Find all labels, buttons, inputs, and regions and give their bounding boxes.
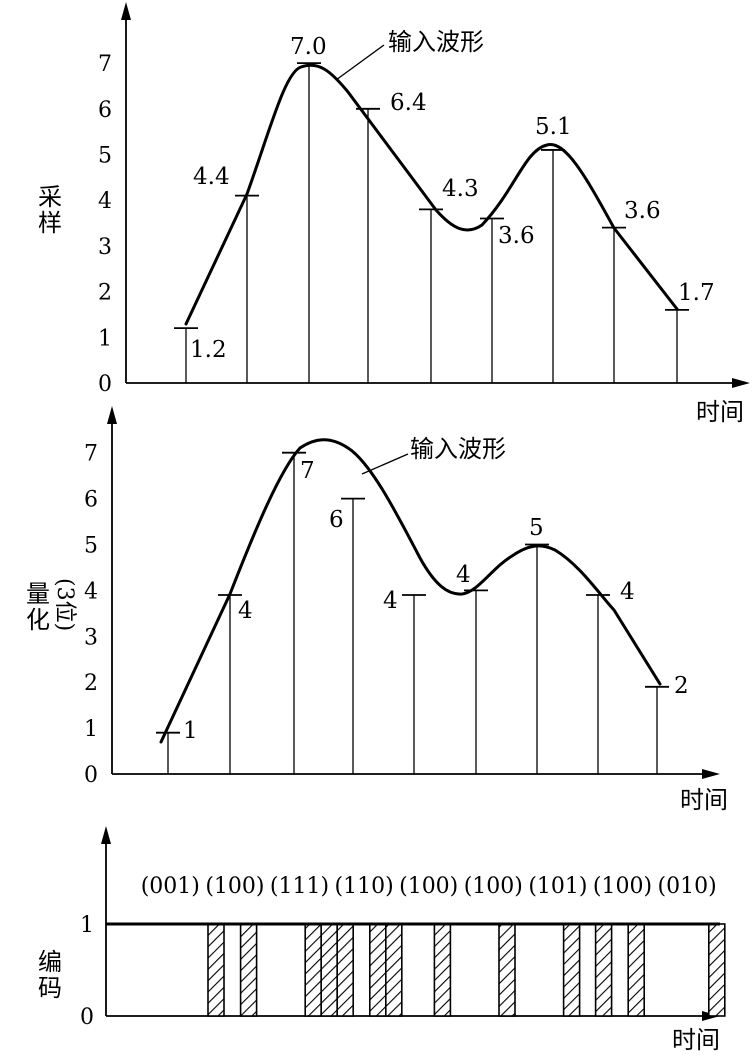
sampling-x-arrow: [732, 378, 750, 388]
sample-value-label: 4.3: [442, 176, 479, 202]
sampling-y-tick-label: 0: [98, 372, 112, 397]
encoding-bit-pulse: [433, 923, 452, 1017]
code-label: (100): [399, 874, 458, 899]
quantization-waveform-annotation: 输入波形: [410, 435, 506, 463]
quantization-x-arrow: [702, 769, 720, 779]
quantization-y-tick-label: 0: [84, 763, 98, 788]
code-label: (100): [205, 874, 264, 899]
quantized-value-label: 4: [238, 598, 253, 624]
code-label: (010): [658, 874, 717, 899]
code-label: (111): [270, 874, 329, 899]
quantization-x-axis-label: 时间: [680, 786, 728, 814]
encoding-y-axis-label: 编码: [38, 948, 62, 1002]
quantization-y-tick-label: 4: [84, 579, 98, 604]
sample-value-label: 1.7: [678, 280, 715, 306]
encoding-bit-pulse: [368, 923, 387, 1017]
sampling-y-tick-label: 2: [98, 281, 112, 306]
quantization-y-tick-label: 5: [84, 534, 98, 559]
quantization-annotation-leader: [361, 453, 409, 475]
quantized-value-label: 4: [456, 562, 471, 588]
sampling-y-arrow: [121, 2, 131, 20]
sampling-y-tick-label: 4: [98, 189, 112, 214]
code-label: (110): [335, 874, 394, 899]
quantization-y-tick-label: 2: [84, 671, 98, 696]
encoding-pulses: [207, 923, 726, 1017]
encoding-bit-pulse: [384, 923, 403, 1017]
code-label: (100): [593, 874, 652, 899]
sample-value-label: 1.2: [190, 337, 227, 363]
quantization-y-tick-labels: 0 1 2 3 4 5 6 7: [84, 442, 98, 788]
encoding-y-tick-0: 0: [80, 1005, 94, 1030]
quantization-y-axis-label: 量化: [26, 580, 50, 634]
quantization-input-waveform: [159, 438, 662, 744]
sampling-input-waveform: [184, 63, 679, 326]
sampling-y-tick-label: 7: [98, 52, 112, 77]
sampling-y-tick-label: 5: [98, 144, 112, 169]
encoding-bit-pulse: [498, 923, 516, 1017]
encoding-bit-pulse: [627, 923, 646, 1017]
sampling-annotation-leader: [335, 44, 385, 81]
quantized-value-label: 4: [620, 579, 635, 605]
quantization-stems: [156, 451, 669, 774]
sample-value-label: 7.0: [290, 34, 327, 60]
sampling-y-axis-label: 采样: [38, 183, 62, 237]
quantization-y-tick-label: 7: [84, 442, 98, 467]
encoding-y-arrow: [101, 826, 111, 844]
quantization-y-tick-label: 6: [84, 488, 98, 513]
quantization-y-tick-label: 1: [84, 717, 98, 742]
encoding-x-axis-label: 时间: [672, 1026, 720, 1054]
sampling-waveform-annotation: 输入波形: [388, 28, 484, 56]
code-label: (101): [528, 874, 587, 899]
code-label: (001): [141, 874, 200, 899]
sampling-y-tick-label: 6: [98, 98, 112, 123]
encoding-bit-pulse: [707, 923, 726, 1017]
sampling-panel: 0 1 2 3 4 5 6 7 1.2 4.4 7.0 6.4 4.3 3.6 5.1 3.6…: [38, 2, 750, 426]
encoding-bit-pulse: [239, 923, 258, 1017]
quantization-y-axis-sublabel: (3位): [52, 578, 77, 631]
encoding-bit-pulse: [304, 923, 323, 1017]
sampling-y-tick-label: 1: [98, 326, 112, 351]
quantized-value-label: 5: [529, 515, 544, 541]
sampling-y-tick-label: 3: [98, 235, 112, 260]
quantized-value-label: 4: [383, 588, 398, 614]
sampling-x-axis-label: 时间: [696, 398, 744, 426]
sample-value-label: 3.6: [624, 198, 661, 224]
encoding-bit-pulse: [336, 923, 355, 1017]
encoding-bit-pulse: [594, 923, 613, 1017]
sample-value-label: 3.6: [498, 223, 535, 249]
quantization-y-tick-label: 3: [84, 625, 98, 650]
sample-value-label: 5.1: [535, 114, 572, 140]
quantized-value-label: 2: [674, 673, 689, 699]
encoding-y-tick-1: 1: [80, 913, 94, 938]
sample-value-label: 4.4: [193, 164, 230, 190]
encoding-bit-pulse: [320, 923, 339, 1017]
encoding-code-labels: (001) (100) (111) (110) (100) (100) (101) (100)…: [141, 874, 717, 899]
encoding-bit-pulse: [207, 923, 225, 1017]
sampling-y-tick-labels: 0 1 2 3 4 5 6 7: [98, 52, 112, 397]
quantized-value-label: 1: [183, 718, 198, 744]
sample-value-label: 6.4: [390, 90, 427, 116]
quantized-value-label: 6: [329, 507, 344, 533]
sampling-stems: [174, 62, 689, 383]
quantization-y-arrow: [107, 406, 117, 424]
encoding-bit-pulse: [562, 923, 581, 1017]
code-label: (100): [464, 874, 523, 899]
encoding-panel: 0 1 (001) (100) (111) (110) (100) (100) (101)(…: [38, 826, 726, 1054]
quantized-value-label: 7: [300, 458, 315, 484]
